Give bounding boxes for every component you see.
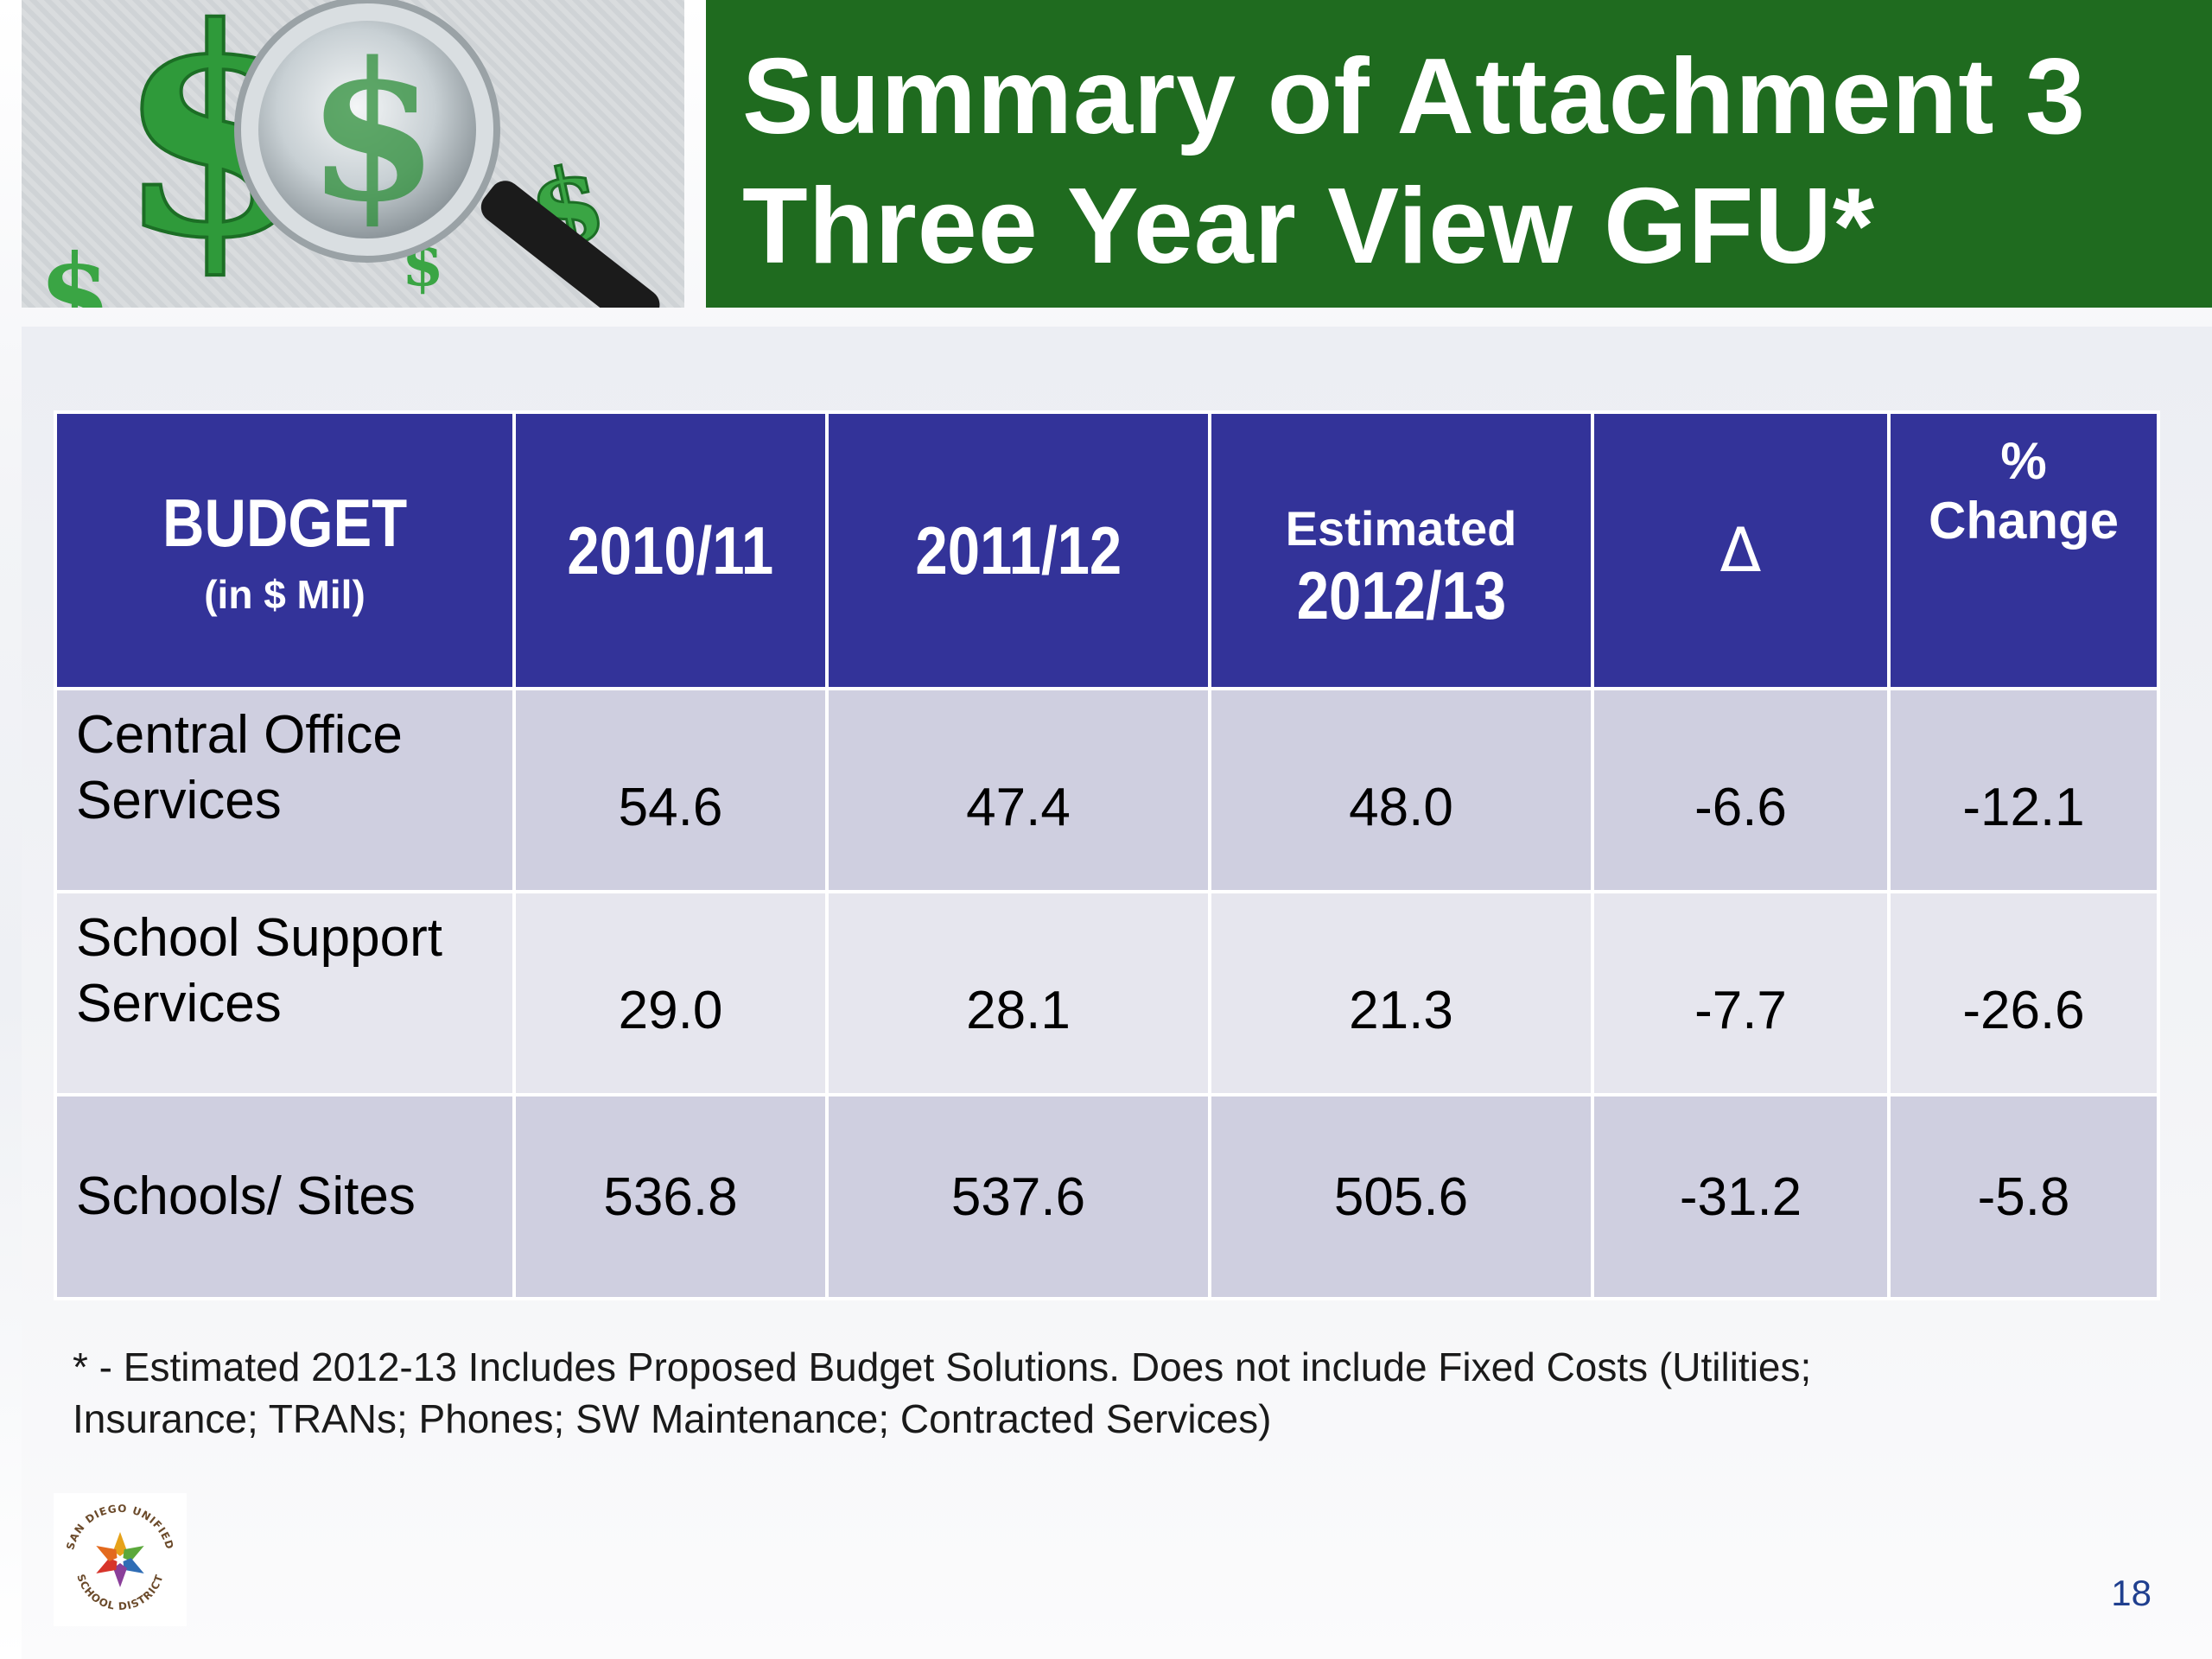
table-row: Central Office Services 54.6 47.4 48.0 -… — [54, 687, 2160, 893]
delta-symbol-icon: Δ — [1719, 515, 1762, 586]
magnifying-glass-icon: $ — [234, 0, 660, 308]
cell-2010-11: 54.6 — [512, 687, 829, 893]
cell-2010-11: 536.8 — [512, 1093, 829, 1300]
col-header-budget: BUDGET (in $ Mil) — [54, 410, 516, 690]
col-header-budget-label: BUDGET — [162, 484, 408, 561]
col-header-estimated-year: 2012/13 — [1296, 557, 1506, 633]
row-label-line2: Services — [76, 973, 282, 1033]
slide-title-line1: Summary of Attachment 3 — [742, 37, 2086, 156]
cell-2010-11: 29.0 — [512, 890, 829, 1096]
col-header-2011-12: 2011/12 — [825, 410, 1211, 690]
star-logo-icon: SAN DIEGO UNIFIED SCHOOL DISTRICT — [54, 1493, 187, 1626]
cell-delta: -6.6 — [1591, 687, 1891, 893]
cell-delta: -7.7 — [1591, 890, 1891, 1096]
cell-2011-12: 47.4 — [825, 687, 1211, 893]
row-label-line1: Central Office — [76, 705, 403, 765]
svg-text:$: $ — [39, 232, 111, 308]
cell-2011-12: 28.1 — [825, 890, 1211, 1096]
footnote-line2: Insurance; TRANs; Phones; SW Maintenance… — [73, 1396, 1272, 1441]
budget-table: BUDGET (in $ Mil) 2010/11 2011/12 Estima… — [54, 410, 2160, 1300]
slide-title-line2: Three Year View GFU* — [742, 167, 1876, 286]
cell-estimated-2012-13: 21.3 — [1208, 890, 1594, 1096]
hero-image: $ $ $ $ $ — [22, 0, 684, 308]
cell-2011-12: 537.6 — [825, 1093, 1211, 1300]
page-number: 18 — [2111, 1573, 2152, 1613]
dollar-sign-icon: $ — [39, 232, 111, 308]
cell-delta: -31.2 — [1591, 1093, 1891, 1300]
cell-pct-change: -5.8 — [1887, 1093, 2160, 1300]
table-header-row: BUDGET (in $ Mil) 2010/11 2011/12 Estima… — [54, 410, 2160, 690]
col-header-pct-symbol: % — [2000, 432, 2047, 490]
cell-pct-change: -26.6 — [1887, 890, 2160, 1096]
col-header-2011-12-label: 2011/12 — [915, 512, 1122, 588]
title-bar: Summary of Attachment 3 Three Year View … — [706, 0, 2212, 308]
row-label-schools-sites: Schools/ Sites — [54, 1093, 516, 1300]
col-header-estimated: Estimated 2012/13 — [1208, 410, 1594, 690]
col-header-estimated-label: Estimated — [1285, 501, 1517, 556]
row-label-line1: School Support — [76, 908, 442, 968]
col-header-delta: Δ — [1591, 410, 1891, 690]
footnote-line1: * - Estimated 2012-13 Includes Proposed … — [73, 1344, 1812, 1389]
dollar-magnifier-illustration: $ $ $ $ $ — [39, 0, 660, 308]
col-header-pct-change: % Change — [1887, 410, 2160, 690]
cell-estimated-2012-13: 505.6 — [1208, 1093, 1594, 1300]
svg-text:$: $ — [307, 20, 439, 244]
table-row: Schools/ Sites 536.8 537.6 505.6 -31.2 -… — [54, 1093, 2160, 1300]
cell-pct-change: -12.1 — [1887, 687, 2160, 893]
footnote: * - Estimated 2012-13 Includes Proposed … — [73, 1341, 2146, 1445]
col-header-budget-units: (in $ Mil) — [204, 571, 365, 617]
col-header-2010-11: 2010/11 — [512, 410, 829, 690]
col-header-2010-11-label: 2010/11 — [567, 512, 774, 588]
table-row: School Support Services 29.0 28.1 21.3 -… — [54, 890, 2160, 1096]
cell-estimated-2012-13: 48.0 — [1208, 687, 1594, 893]
district-logo: SAN DIEGO UNIFIED SCHOOL DISTRICT — [54, 1493, 187, 1626]
row-label-school-support: School Support Services — [54, 890, 516, 1096]
col-header-pct-label: Change — [1928, 492, 2120, 550]
row-label-line2: Services — [76, 770, 282, 830]
row-label-central-office: Central Office Services — [54, 687, 516, 893]
